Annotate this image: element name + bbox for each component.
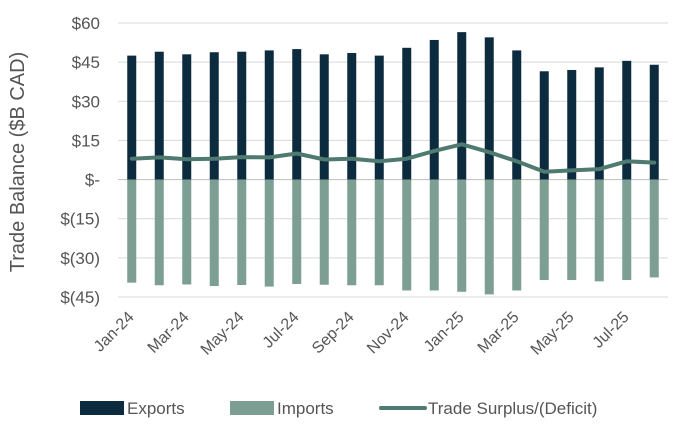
x-tick-label: Jan-25	[421, 309, 468, 356]
x-tick-label: Jul-25	[590, 309, 633, 352]
exports-bar	[429, 39, 439, 180]
legend-label: Exports	[127, 399, 185, 418]
exports-bar	[292, 49, 302, 180]
imports-bar	[374, 179, 384, 286]
legend-swatch	[230, 401, 274, 415]
imports-bar	[429, 179, 439, 291]
y-tick-label: $(15)	[60, 210, 100, 229]
legend-label: Trade Surplus/(Deficit)	[428, 399, 597, 418]
y-tick-label: $-	[85, 171, 100, 190]
imports-bar	[567, 179, 577, 281]
imports-bar	[182, 179, 192, 285]
exports-bar	[319, 54, 329, 180]
exports-bar	[512, 50, 522, 180]
legend: Exports Imports Trade Surplus/(Deficit)	[80, 399, 597, 418]
x-tick-label: May-24	[198, 309, 248, 359]
x-tick-label: Mar-24	[145, 309, 193, 357]
trade-surplus-line	[129, 142, 657, 174]
exports-bar	[484, 37, 494, 180]
imports-bar	[319, 179, 329, 285]
exports-bar	[347, 53, 357, 180]
y-axis-title: Trade Balance ($B CAD)	[7, 52, 29, 272]
x-tick-label: Jan-24	[91, 309, 138, 356]
exports-bar	[594, 67, 604, 180]
imports-bar	[347, 179, 357, 286]
exports-bar	[622, 60, 632, 180]
imports-bar	[594, 179, 604, 282]
gridlines	[118, 22, 668, 298]
imports-bar	[127, 179, 137, 283]
exports-bar	[374, 55, 384, 180]
exports-bar	[402, 47, 412, 180]
y-tick-label: $(45)	[60, 288, 100, 307]
exports-bar	[649, 64, 659, 180]
imports-bar	[512, 179, 522, 291]
x-tick-label: May-25	[528, 309, 578, 359]
imports-bar	[154, 179, 164, 286]
x-tick-label: Nov-24	[364, 309, 413, 358]
exports-bar	[154, 51, 164, 180]
y-tick-label: $60	[72, 14, 100, 33]
imports-bar	[484, 179, 494, 295]
exports-bar	[539, 71, 549, 180]
y-axis-ticks: $60 $45 $30 $15 $- $(15) $(30) $(45)	[60, 14, 100, 307]
exports-bar	[127, 55, 137, 180]
imports-bar	[402, 179, 412, 291]
exports-bar	[237, 51, 247, 180]
exports-bar	[209, 52, 219, 180]
x-tick-label: Mar-25	[475, 309, 523, 357]
legend-swatch	[80, 401, 124, 415]
y-tick-label: $30	[72, 92, 100, 111]
y-tick-label: $(30)	[60, 249, 100, 268]
y-tick-label: $15	[72, 131, 100, 150]
exports-bar	[567, 69, 577, 180]
x-tick-label: Jul-24	[260, 309, 303, 352]
exports-bar	[264, 50, 274, 180]
imports-bar	[539, 179, 549, 281]
exports-bar	[457, 32, 467, 180]
exports-bar	[182, 54, 192, 180]
x-tick-label: Sep-24	[309, 309, 358, 358]
x-axis-ticks: Jan-24 Mar-24 May-24 Jul-24 Sep-24 Nov-24 Jan-…	[91, 309, 633, 359]
imports-bar	[237, 179, 247, 285]
surplus-line-layer	[129, 142, 657, 174]
legend-label: Imports	[277, 399, 334, 418]
y-tick-label: $45	[72, 53, 100, 72]
imports-bar	[622, 179, 632, 281]
imports-bar	[209, 179, 219, 287]
imports-bar	[649, 179, 659, 278]
imports-bar	[457, 179, 467, 292]
bars	[127, 32, 659, 295]
imports-bar	[292, 179, 302, 284]
imports-bar	[264, 179, 274, 287]
